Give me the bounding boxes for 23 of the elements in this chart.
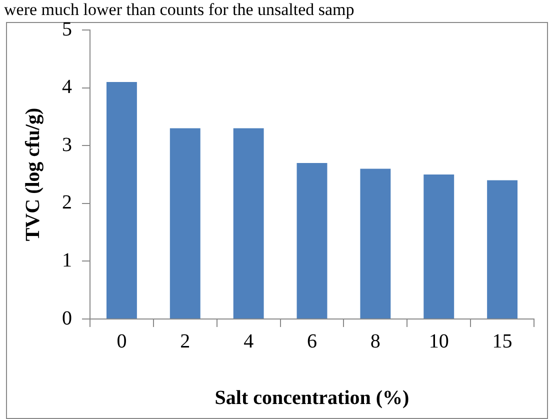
x-tick-label: 0 (116, 330, 127, 352)
bar (424, 174, 454, 318)
bar (170, 128, 200, 318)
bar (233, 128, 264, 318)
x-tick-label: 6 (307, 330, 317, 352)
text: were much lower than counts for the unsalted samp (4, 0, 354, 20)
x-axis-title: Salt concentration (%) (214, 387, 410, 410)
bar (106, 82, 137, 318)
y-tick-label: 2 (62, 192, 72, 214)
x-tick-label: 15 (492, 330, 512, 352)
y-tick-label: 5 (62, 18, 72, 40)
x-tick-label: 2 (180, 330, 190, 352)
y-tick-label: 4 (62, 76, 72, 98)
x-tick-label: 10 (428, 330, 449, 352)
x-tick-label: 4 (244, 330, 254, 352)
y-tick-label: 0 (62, 307, 72, 330)
bar (360, 168, 391, 318)
x-tick-label: 8 (370, 330, 380, 352)
bar (296, 162, 328, 318)
bar (487, 180, 518, 318)
y-axis-title: TVC (log cfu/g) (22, 108, 44, 242)
y-tick-label: 1 (62, 249, 72, 272)
y-tick-label: 3 (62, 134, 72, 156)
